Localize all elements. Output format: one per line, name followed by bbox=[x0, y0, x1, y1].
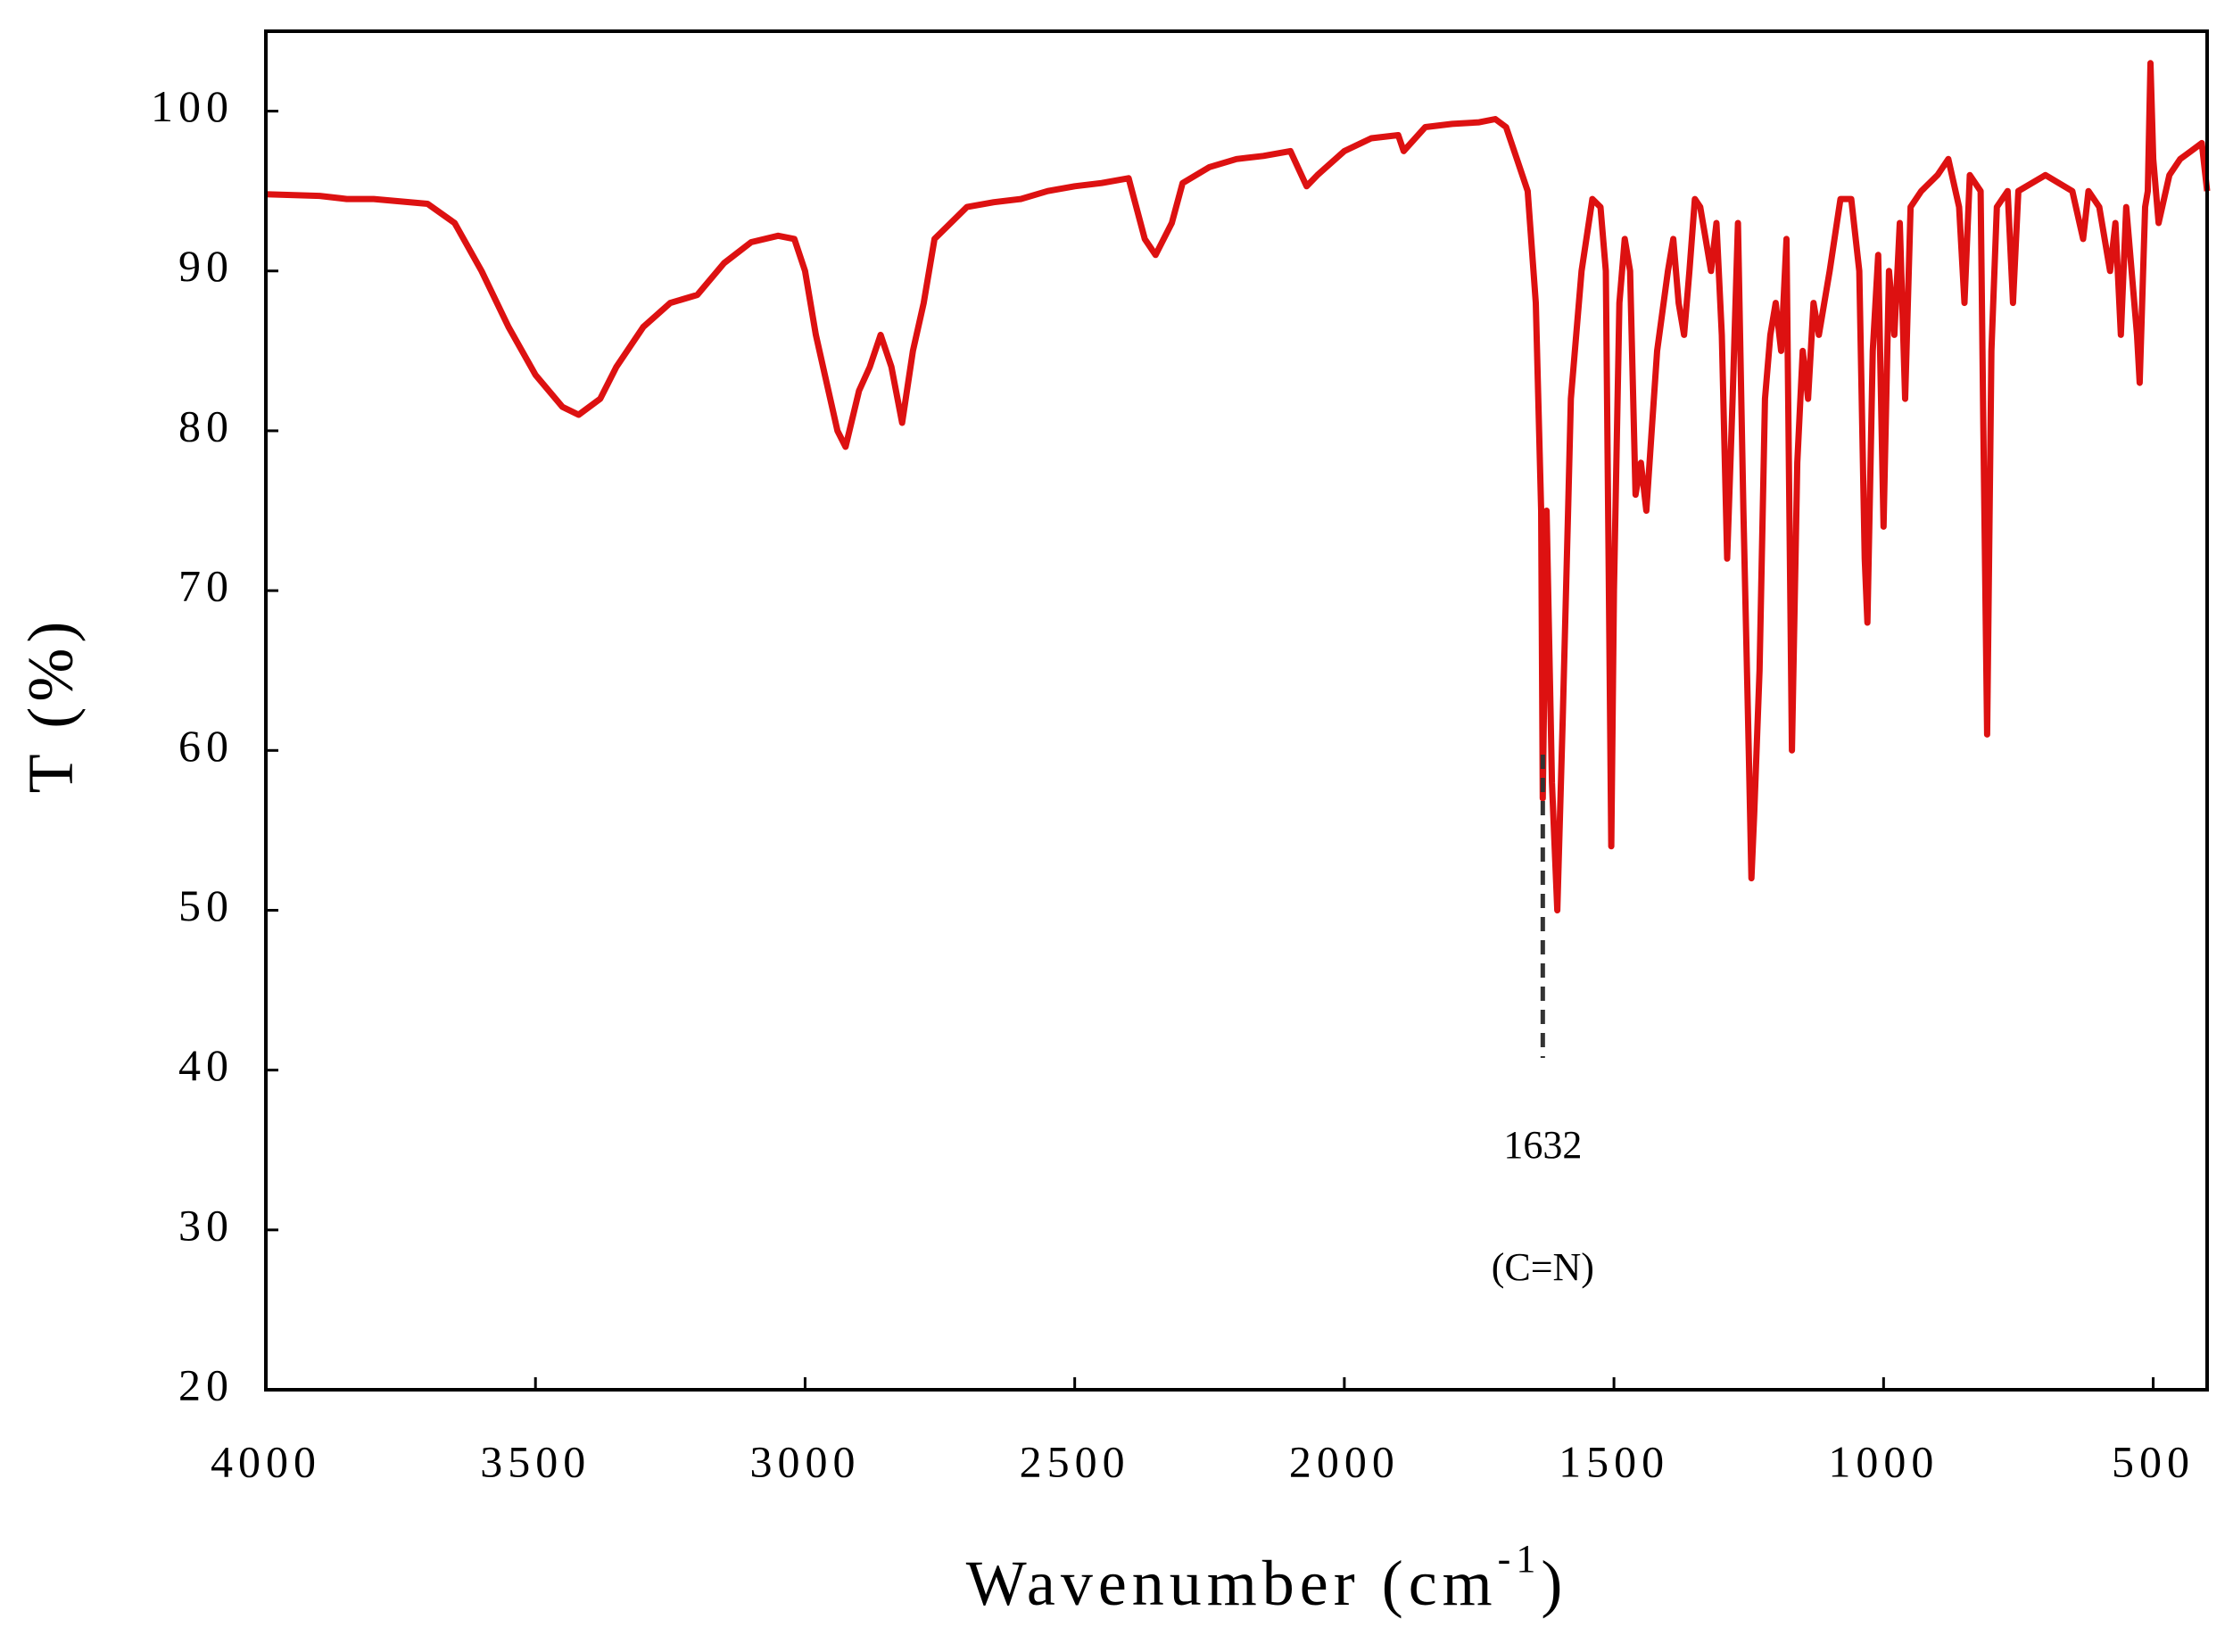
x-axis-title: Wavenumber (cm-1) bbox=[966, 1537, 1568, 1618]
y-tick-label: 90 bbox=[178, 241, 234, 291]
x-tick-label: 1000 bbox=[1828, 1436, 1939, 1486]
x-tick-label: 3000 bbox=[749, 1436, 860, 1486]
y-tick-label: 60 bbox=[178, 721, 234, 771]
y-tick-label: 100 bbox=[151, 81, 234, 131]
y-tick-label: 50 bbox=[178, 880, 234, 930]
x-axis-title-text: Wavenumber (cm bbox=[966, 1548, 1498, 1619]
annotation-note: (C=N) bbox=[1492, 1245, 1594, 1289]
spectrum-line bbox=[265, 60, 2211, 913]
y-tick-label: 30 bbox=[178, 1200, 234, 1250]
y-tick-label: 40 bbox=[178, 1040, 234, 1090]
x-tick-label: 500 bbox=[2112, 1436, 2195, 1486]
y-tick-label: 70 bbox=[178, 561, 234, 611]
y-axis-title: T (%) bbox=[15, 616, 87, 794]
x-tick-label: 2000 bbox=[1289, 1436, 1400, 1486]
x-tick-label: 1500 bbox=[1559, 1436, 1669, 1486]
x-axis-title-suffix: ) bbox=[1541, 1548, 1567, 1619]
y-tick-label: 20 bbox=[178, 1359, 234, 1409]
plot-frame bbox=[264, 29, 2209, 1392]
x-tick-label: 2500 bbox=[1020, 1436, 1130, 1486]
y-tick-label: 80 bbox=[178, 401, 234, 450]
x-axis-title-sup: -1 bbox=[1498, 1537, 1542, 1581]
annotation-value: 1632 bbox=[1503, 1123, 1582, 1167]
x-tick-label: 4000 bbox=[211, 1436, 321, 1486]
x-tick-label: 3500 bbox=[480, 1436, 591, 1486]
